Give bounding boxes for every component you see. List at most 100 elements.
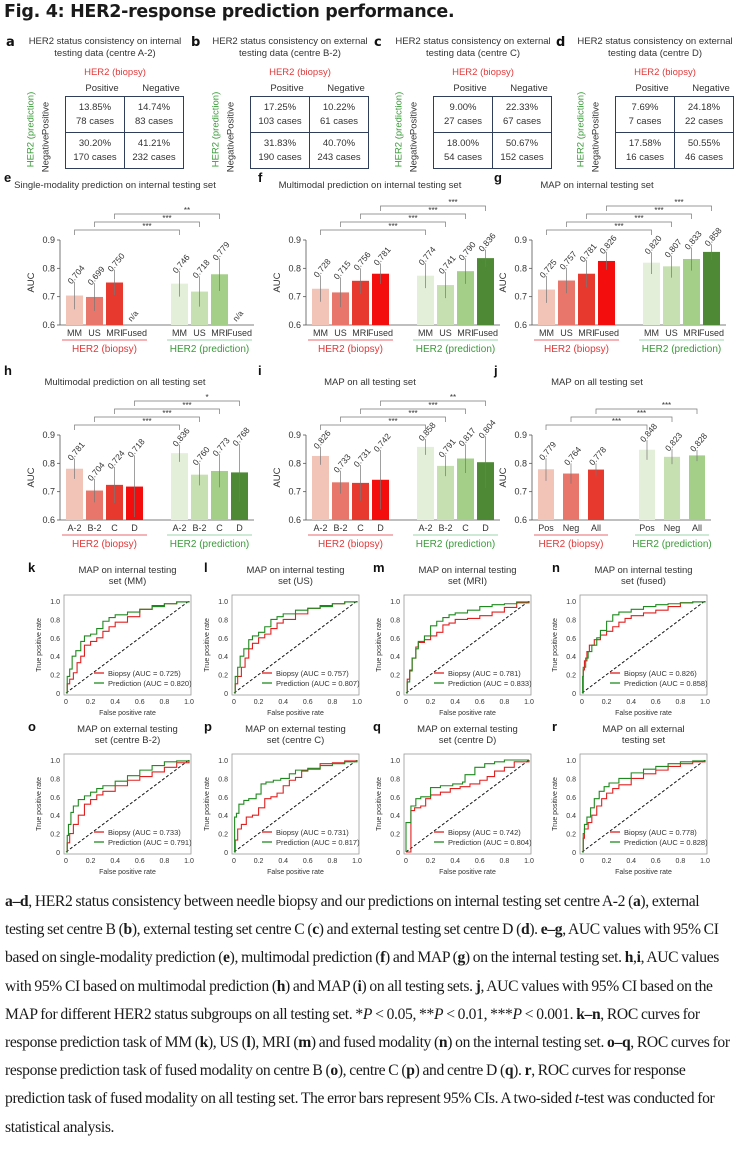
caption-bold: f bbox=[380, 949, 385, 967]
data-label: 0.804 bbox=[476, 417, 498, 440]
cm-col-header: Negative bbox=[692, 83, 730, 94]
significance-bracket bbox=[546, 229, 652, 235]
caption-italic: P bbox=[362, 1005, 373, 1023]
x-tick-label: Pos bbox=[538, 523, 554, 533]
y-axis-label: True positive rate bbox=[376, 618, 383, 672]
cm-cell: 13.85% 78 cases bbox=[65, 96, 125, 133]
y-tick-label: 1.0 bbox=[390, 758, 400, 765]
group-label: HER2 (biopsy) bbox=[318, 539, 383, 550]
confusion-matrix-d: HER2 status consistency on external test… bbox=[560, 36, 737, 172]
bar bbox=[352, 482, 369, 520]
caption-text: ), external testing set centre C ( bbox=[131, 921, 313, 939]
x-tick-label: A-2 bbox=[67, 523, 81, 533]
caption-text: < 0.001. bbox=[521, 1005, 577, 1023]
bar bbox=[643, 262, 660, 325]
cm-table: 9.00% 27 cases 22.33% 67 cases 18.00% 54 case… bbox=[433, 96, 552, 169]
data-label: 0.724 bbox=[105, 448, 127, 471]
significance-label: *** bbox=[612, 417, 621, 426]
x-tick-label: Fused bbox=[699, 328, 724, 338]
bar bbox=[477, 258, 494, 325]
significance-label: *** bbox=[448, 198, 457, 207]
significance-label: *** bbox=[182, 401, 191, 410]
y-tick-label: 0.6 bbox=[50, 636, 60, 643]
data-label: 0.790 bbox=[456, 239, 478, 262]
x-tick-label: US bbox=[439, 328, 452, 338]
bar bbox=[437, 465, 454, 520]
y-tick-label: 0.6 bbox=[566, 636, 576, 643]
x-tick-label: 0 bbox=[232, 858, 236, 865]
caption-text: , AUC values with 95% CI based on multim… bbox=[5, 949, 719, 995]
x-tick-label: All bbox=[591, 523, 601, 533]
caption-bold: e bbox=[223, 949, 230, 967]
data-label: 0.728 bbox=[311, 256, 333, 279]
data-label: 0.750 bbox=[105, 251, 127, 274]
chart-title: MAP on external testing bbox=[245, 724, 346, 735]
x-tick-label: 0.8 bbox=[160, 858, 170, 865]
x-tick-label: Pos bbox=[639, 523, 655, 533]
x-tick-label: D bbox=[131, 523, 138, 533]
y-tick-label: 0.6 bbox=[514, 320, 527, 330]
cm-cell-percent: 17.58% bbox=[628, 137, 662, 149]
x-tick-label: 0.8 bbox=[328, 699, 338, 706]
caption-text: ). bbox=[513, 1062, 525, 1080]
bar bbox=[86, 296, 103, 325]
data-label: 0.704 bbox=[85, 460, 107, 483]
y-axis-label: AUC bbox=[272, 467, 283, 487]
significance-label: *** bbox=[408, 409, 417, 418]
chart-title: MAP on all testing set bbox=[551, 377, 643, 388]
roc-curve bbox=[582, 601, 706, 694]
y-tick-label: 0.4 bbox=[50, 654, 60, 661]
y-tick-label: 1.0 bbox=[50, 599, 60, 606]
panel-letter: b bbox=[191, 35, 201, 50]
panel-letter: l bbox=[204, 560, 208, 575]
bar bbox=[457, 271, 474, 325]
bar bbox=[372, 273, 389, 325]
cm-row: 31.83% 190 cases 40.70% 243 cases bbox=[250, 132, 369, 169]
y-tick-label: 0.8 bbox=[218, 776, 228, 783]
bar bbox=[457, 458, 474, 520]
caption-text: ) and MAP ( bbox=[285, 977, 358, 995]
y-tick-label: 0.8 bbox=[566, 776, 576, 783]
chance-line bbox=[405, 759, 530, 853]
chance-line bbox=[405, 600, 530, 694]
x-axis-label: False positive rate bbox=[99, 710, 156, 717]
caption-text: ) and centre D ( bbox=[414, 1062, 506, 1080]
roc-curve bbox=[234, 760, 358, 853]
caption-bold: r bbox=[524, 1062, 532, 1080]
cm-cell-percent: 30.20% bbox=[78, 137, 112, 149]
roc-curve bbox=[234, 601, 358, 694]
cm-cell-percent: 22.33% bbox=[505, 101, 539, 113]
confusion-matrix-c: HER2 status consistency on external test… bbox=[378, 36, 558, 172]
x-tick-label: C bbox=[216, 523, 223, 533]
x-tick-label: MM bbox=[67, 328, 82, 338]
x-tick-label: US bbox=[193, 328, 206, 338]
cm-row: 13.85% 78 cases 14.74% 83 cases bbox=[65, 96, 184, 133]
y-tick-label: 0.8 bbox=[566, 617, 576, 624]
caption-bold: p bbox=[406, 1062, 415, 1080]
cm-table: 13.85% 78 cases 14.74% 83 cases 30.20% 170 ca… bbox=[65, 96, 184, 169]
group-label: HER2 (prediction) bbox=[170, 344, 249, 355]
y-tick-label: 0.7 bbox=[288, 292, 301, 302]
x-tick-label: 1.0 bbox=[524, 699, 534, 706]
cm-row-header: Negative bbox=[40, 134, 52, 173]
x-tick-label: 0.6 bbox=[135, 699, 145, 706]
cm-cell-cases: 190 cases bbox=[258, 151, 302, 163]
confusion-matrix-b: HER2 status consistency on external test… bbox=[195, 36, 375, 172]
legend-label: Prediction (AUC = 0.820) bbox=[108, 679, 192, 688]
data-label: 0.791 bbox=[436, 436, 458, 459]
data-label: 0.836 bbox=[170, 426, 192, 449]
significance-bracket bbox=[74, 424, 180, 430]
y-tick-label: 0 bbox=[224, 691, 228, 698]
significance-label: *** bbox=[428, 401, 437, 410]
cm-cell-percent: 50.55% bbox=[687, 137, 721, 149]
cm-col-header: Positive bbox=[270, 83, 304, 94]
data-label: 0.781 bbox=[65, 440, 87, 463]
roc-curve bbox=[234, 760, 358, 853]
y-tick-label: 0.8 bbox=[42, 263, 55, 273]
y-axis-label: AUC bbox=[26, 272, 37, 292]
caption-bold: a–d bbox=[5, 893, 29, 910]
